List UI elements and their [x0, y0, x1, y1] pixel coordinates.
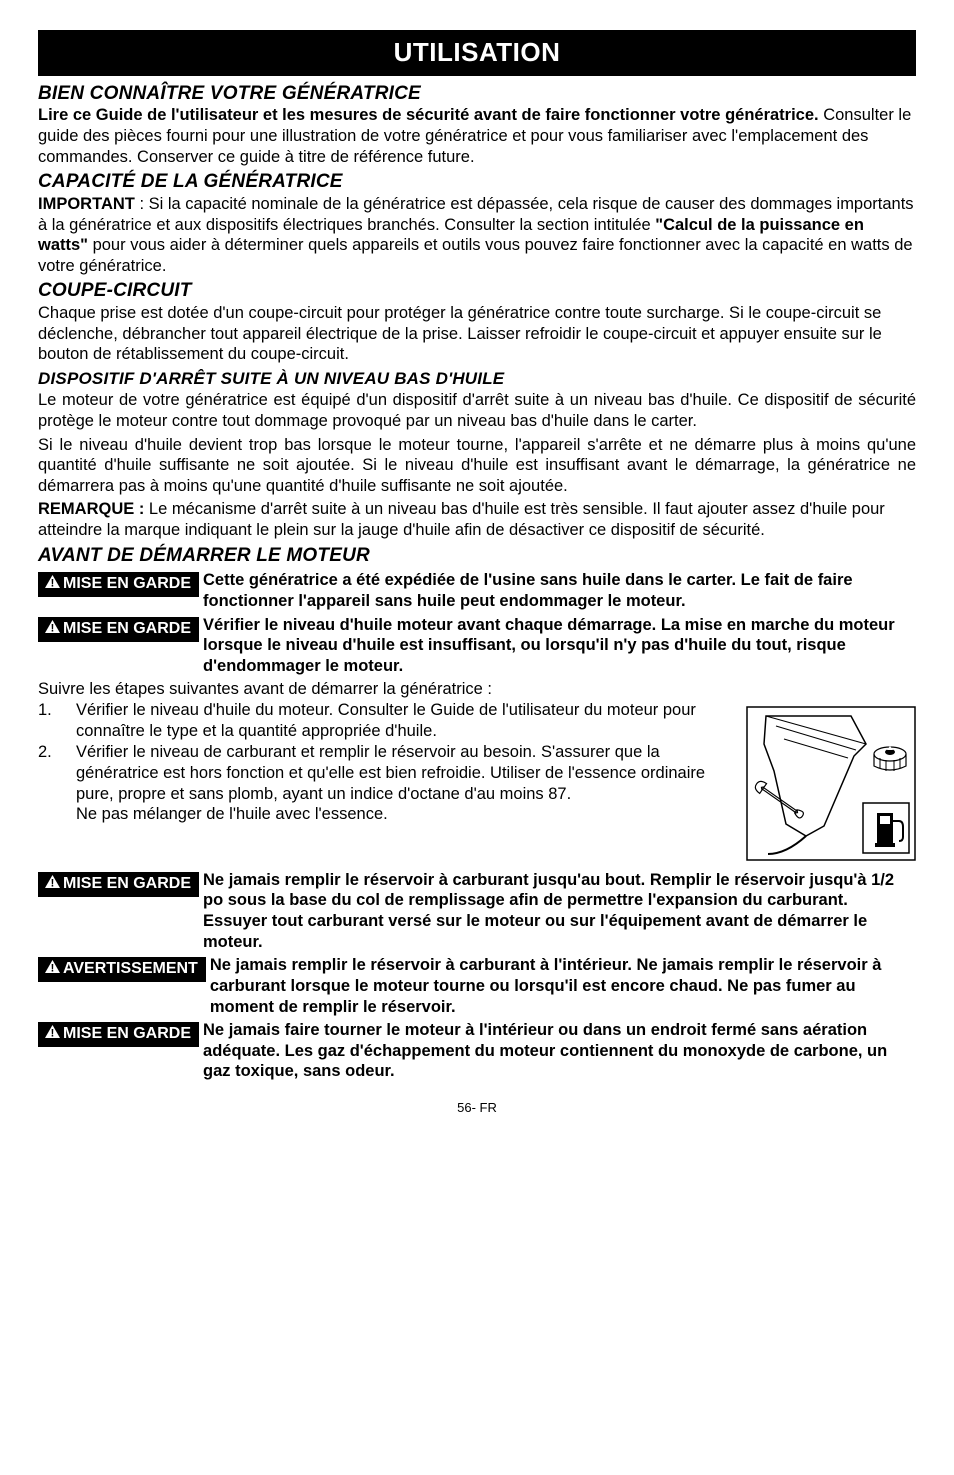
- step-number: 1.: [38, 700, 76, 721]
- para-disp3: REMARQUE : Le mécanisme d'arrêt suite à …: [38, 499, 916, 540]
- badge-text: AVERTISSEMENT: [63, 960, 198, 977]
- warning-1-text: Cette génératrice a été expédiée de l'us…: [203, 570, 916, 611]
- sep: :: [135, 195, 149, 213]
- warning-4: ! AVERTISSEMENT Ne jamais remplir le rése…: [38, 955, 916, 1017]
- svg-text:!: !: [51, 877, 55, 888]
- step-2-text: Vérifier le niveau de carburant et rempl…: [76, 742, 740, 825]
- svg-text:!: !: [51, 963, 55, 974]
- heading-dispositif: DISPOSITIF D'ARRÊT SUITE À UN NIVEAU BAS…: [38, 368, 916, 389]
- warning-triangle-icon: !: [45, 620, 60, 633]
- heading-coupe-circuit: COUPE-CIRCUIT: [38, 279, 916, 303]
- para-disp2: Si le niveau d'huile devient trop bas lo…: [38, 435, 916, 497]
- step-2a: Vérifier le niveau de carburant et rempl…: [76, 743, 705, 802]
- svg-text:!: !: [51, 1028, 55, 1039]
- steps-intro: Suivre les étapes suivantes avant de dém…: [38, 679, 916, 700]
- para-coupe: Chaque prise est dotée d'un coupe-circui…: [38, 303, 916, 365]
- remarque-label: REMARQUE :: [38, 500, 144, 518]
- mise-en-garde-badge: ! MISE EN GARDE: [38, 1022, 199, 1047]
- warning-triangle-icon: !: [45, 1025, 60, 1038]
- badge-text: MISE EN GARDE: [63, 575, 191, 592]
- avertissement-badge: ! AVERTISSEMENT: [38, 957, 206, 982]
- warning-triangle-icon: !: [45, 875, 60, 888]
- remarque-rest: Le mécanisme d'arrêt suite à un niveau b…: [38, 500, 885, 539]
- warning-5-text: Ne jamais faire tourner le moteur à l'in…: [203, 1020, 916, 1082]
- step-2: 2. Vérifier le niveau de carburant et re…: [38, 742, 740, 825]
- svg-text:!: !: [51, 578, 55, 589]
- para-intro: Lire ce Guide de l'utilisateur et les me…: [38, 105, 916, 167]
- step-2b: Ne pas mélanger de l'huile avec l'essenc…: [76, 805, 388, 823]
- step-1: 1. Vérifier le niveau d'huile du moteur.…: [38, 700, 740, 741]
- mise-en-garde-badge: ! MISE EN GARDE: [38, 572, 199, 597]
- warning-2: ! MISE EN GARDE Vérifier le niveau d'huil…: [38, 615, 916, 677]
- warning-triangle-icon: !: [45, 960, 60, 973]
- warning-triangle-icon: !: [45, 575, 60, 588]
- step-1-text: Vérifier le niveau d'huile du moteur. Co…: [76, 700, 740, 741]
- svg-text:!: !: [51, 622, 55, 633]
- heading-capacite: CAPACITÉ DE LA GÉNÉRATRICE: [38, 170, 916, 194]
- warning-3: ! MISE EN GARDE Ne jamais remplir le rése…: [38, 870, 916, 953]
- section-banner: UTILISATION: [38, 30, 916, 76]
- warning-1: ! MISE EN GARDE Cette génératrice a été e…: [38, 570, 916, 611]
- para-disp1: Le moteur de votre génératrice est équip…: [38, 390, 916, 431]
- badge-text: MISE EN GARDE: [63, 620, 191, 637]
- gas-cap-figure: [746, 706, 916, 867]
- lead-bold: Lire ce Guide de l'utilisateur et les me…: [38, 106, 819, 124]
- warning-3-text: Ne jamais remplir le réservoir à carbura…: [203, 870, 916, 953]
- mise-en-garde-badge: ! MISE EN GARDE: [38, 617, 199, 642]
- capacite-tail: pour vous aider à déterminer quels appar…: [38, 236, 913, 275]
- warning-4-text: Ne jamais remplir le réservoir à carbura…: [210, 955, 916, 1017]
- step-number: 2.: [38, 742, 76, 763]
- para-capacite: IMPORTANT : Si la capacité nominale de l…: [38, 194, 916, 277]
- mise-en-garde-badge: ! MISE EN GARDE: [38, 872, 199, 897]
- warning-2-text: Vérifier le niveau d'huile moteur avant …: [203, 615, 916, 677]
- steps-list: 1. Vérifier le niveau d'huile du moteur.…: [38, 700, 740, 825]
- badge-text: MISE EN GARDE: [63, 875, 191, 892]
- heading-bien-connaitre: BIEN CONNAÎTRE VOTRE GÉNÉRATRICE: [38, 82, 916, 106]
- page-footer: 56- FR: [38, 1100, 916, 1116]
- important-label: IMPORTANT: [38, 195, 135, 213]
- badge-text: MISE EN GARDE: [63, 1025, 191, 1042]
- warning-5: ! MISE EN GARDE Ne jamais faire tourner l…: [38, 1020, 916, 1082]
- heading-avant-demarrer: AVANT DE DÉMARRER LE MOTEUR: [38, 544, 916, 568]
